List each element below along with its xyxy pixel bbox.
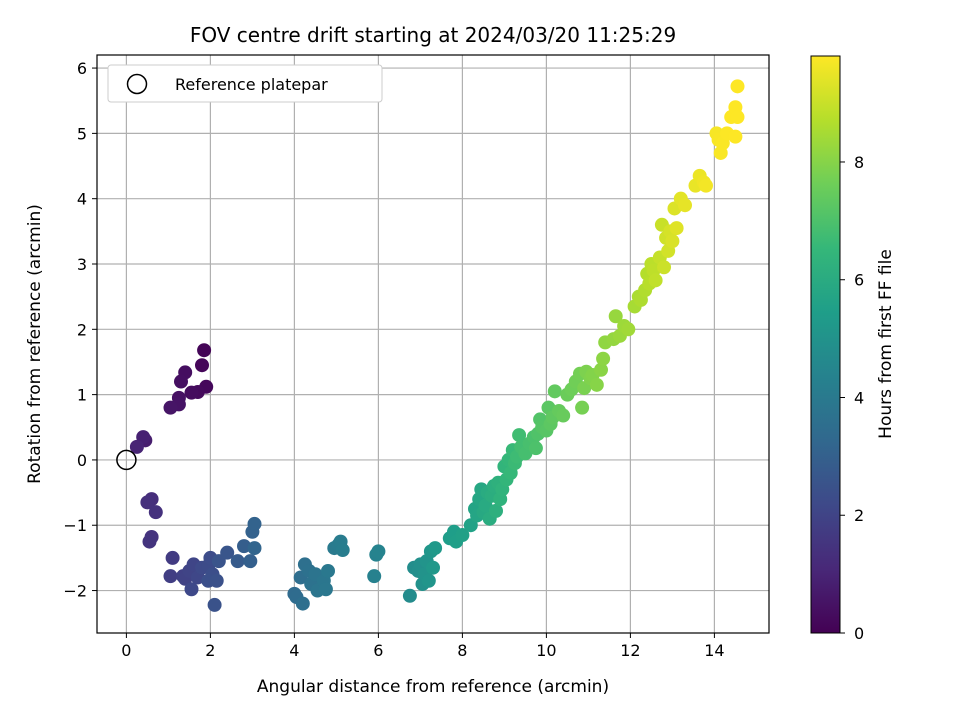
x-tick-label: 6 [373,641,383,660]
data-point [295,596,310,611]
y-tick-label: 0 [77,451,87,470]
data-point [728,129,743,144]
data-point [547,384,562,399]
colorbar-gradient [810,55,841,634]
data-point [163,569,178,584]
plot-frame [96,54,770,634]
x-tick-label: 4 [289,641,299,660]
colorbar-tick-label: 8 [854,153,864,172]
x-tick-label: 2 [205,641,215,660]
y-axis: −2 −1 0 1 2 3 4 5 6 [63,59,97,601]
data-point [142,534,157,549]
data-point [367,569,382,584]
data-point [489,503,503,518]
data-point [163,400,178,415]
data-point [402,588,417,603]
data-point [237,539,251,554]
data-point [335,543,350,558]
data-point [165,550,180,565]
data-point [247,541,262,556]
data-point [428,541,443,556]
data-point [174,374,188,389]
y-tick-label: 2 [77,320,87,339]
data-point [657,260,671,275]
data-point [512,428,527,443]
y-tick-label: 1 [77,386,87,405]
data-point [220,545,235,560]
reference-platepar-marker [116,449,137,471]
colorbar-ticks: 0 2 4 6 8 [840,153,864,643]
data-point [730,110,745,125]
x-axis: 0 2 4 6 8 10 12 14 [121,633,725,660]
data-point [621,322,636,337]
data-point [129,439,144,454]
data-point [556,408,571,423]
data-point [455,528,470,543]
data-point [243,554,258,569]
data-point [528,441,543,456]
y-tick-label: 3 [77,255,87,274]
data-point [596,351,611,366]
data-point [678,198,692,213]
data-point [321,563,335,578]
data-point [184,385,199,400]
data-point [247,516,262,531]
chart-title: FOV centre drift starting at 2024/03/20 … [190,23,676,47]
data-point [426,560,440,575]
y-tick-label: −1 [63,516,87,535]
reference-marker-layer [116,449,137,471]
data-point [608,309,623,324]
x-axis-label: Angular distance from reference (arcmin) [257,677,609,697]
x-tick-label: 14 [704,641,724,660]
data-point [197,343,212,358]
data-point [148,505,163,520]
data-point [594,362,608,377]
data-point [140,495,155,510]
data-point [648,273,663,288]
data-point [575,400,590,415]
data-point [665,234,680,249]
data-point [730,79,745,94]
y-tick-label: 5 [77,124,87,143]
data-points [129,79,745,612]
legend-marker-reference [126,73,148,95]
y-tick-label: 6 [77,59,87,78]
colorbar-tick-label: 6 [854,271,864,290]
y-tick-label: 4 [77,190,87,209]
legend-box [107,64,383,103]
data-point [589,377,604,392]
y-axis-label: Rotation from reference (arcmin) [25,204,45,484]
data-point [209,573,224,588]
data-point [207,597,222,612]
data-point [699,178,713,193]
x-tick-label: 12 [620,641,640,660]
x-tick-label: 0 [121,641,131,660]
data-point [371,544,386,559]
legend-label: Reference platepar [175,75,328,94]
colorbar-label: Hours from first FF file [876,249,896,439]
data-point [318,582,333,597]
x-tick-label: 10 [536,641,556,660]
data-point [669,221,684,236]
colorbar-tick-label: 0 [854,624,864,643]
colorbar: 0 2 4 6 8 Hours from first FF file [810,55,896,643]
data-point [184,582,199,597]
y-tick-label: −2 [63,582,87,601]
x-tick-label: 8 [457,641,467,660]
legend: Reference platepar [107,64,383,103]
colorbar-tick-label: 4 [854,388,864,407]
data-point [421,573,436,588]
colorbar-tick-label: 2 [854,506,864,525]
data-point [195,358,209,373]
data-point [230,554,245,569]
